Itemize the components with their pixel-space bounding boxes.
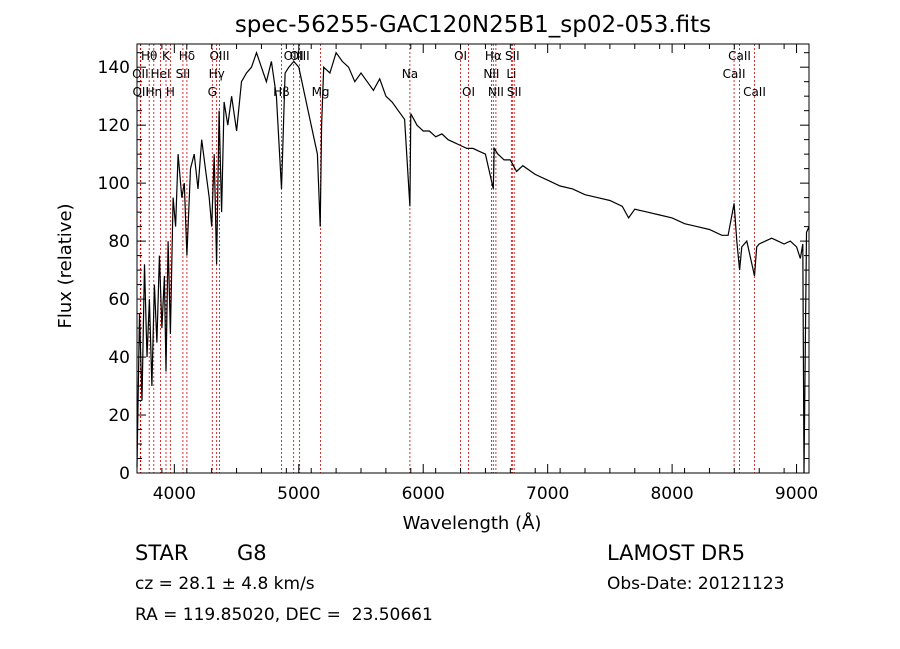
x-tick-label: 4000 [153,484,196,504]
y-tick-label: 100 [98,174,130,194]
y-tick-label: 40 [108,348,130,368]
spectral-line-label: Hδ [179,49,195,63]
spectral-line-label: NII [483,67,499,81]
y-tick-label: 0 [119,464,130,484]
spectral-line-label: Na [402,67,418,81]
spectral-line-label: CaII [728,49,751,63]
y-tick-label: 120 [98,116,130,136]
spectral-line-label: OIII [209,49,229,63]
spectral-line-label: G [208,85,217,99]
spectral-line-label: OIII [290,49,310,63]
object-subclass: G8 [237,541,267,565]
x-axis-label: Wavelength (Å) [403,512,542,534]
axis-ticks: 4000 5000 6000 7000 8000 9000 0 20 40 60 80 100 120 1… [98,44,818,504]
y-axis-label: Flux (relative) [55,203,76,328]
spectral-line-label: OI [454,49,467,63]
redshift-value: cz = 28.1 ± 4.8 km/s [135,574,315,594]
x-tick-label: 9000 [775,484,818,504]
spectral-line-label: Hα [485,49,502,63]
spectral-line-label: NII [488,85,504,99]
spectral-line-label: OII [132,67,149,81]
spectral-line-label: Hβ [273,85,290,99]
spectral-line-label: K [162,49,171,63]
spectral-line-label: SII [505,49,520,63]
survey-name: LAMOST DR5 [607,541,746,565]
y-tick-label: 80 [108,232,130,252]
spectral-line-markers [139,44,755,473]
x-tick-label: 8000 [650,484,693,504]
spectral-line-label: Li [506,67,516,81]
spectral-line-label: CaII [723,67,746,81]
spectral-line-label: SII [507,85,522,99]
spectral-line-label: HeI [151,67,171,81]
spectral-line-label: Hγ [209,67,225,81]
spectral-line-label: OI [462,85,475,99]
spectral-line-label: CaII [743,85,766,99]
coordinates: RA = 119.85020, DEC = 23.50661 [135,605,433,625]
x-tick-label: 6000 [402,484,445,504]
x-tick-label: 5000 [277,484,320,504]
spectral-line-label: SII [176,67,191,81]
plot-frame [136,43,810,474]
y-tick-label: 60 [108,290,130,310]
chart-title: spec-56255-GAC120N25B1_sp02-053.fits [235,12,711,38]
flux-line [136,50,810,474]
x-tick-label: 7000 [526,484,569,504]
y-tick-label: 20 [108,406,130,426]
spectral-line-label: Hθ [141,49,157,63]
y-tick-label: 140 [98,58,130,78]
spectral-line-label: Mg [312,85,330,99]
observation-date: Obs-Date: 20121123 [607,574,785,594]
spectral-line-label: Hη [145,85,162,99]
object-class: STAR [135,541,189,565]
spectral-line-label: H [166,85,175,99]
